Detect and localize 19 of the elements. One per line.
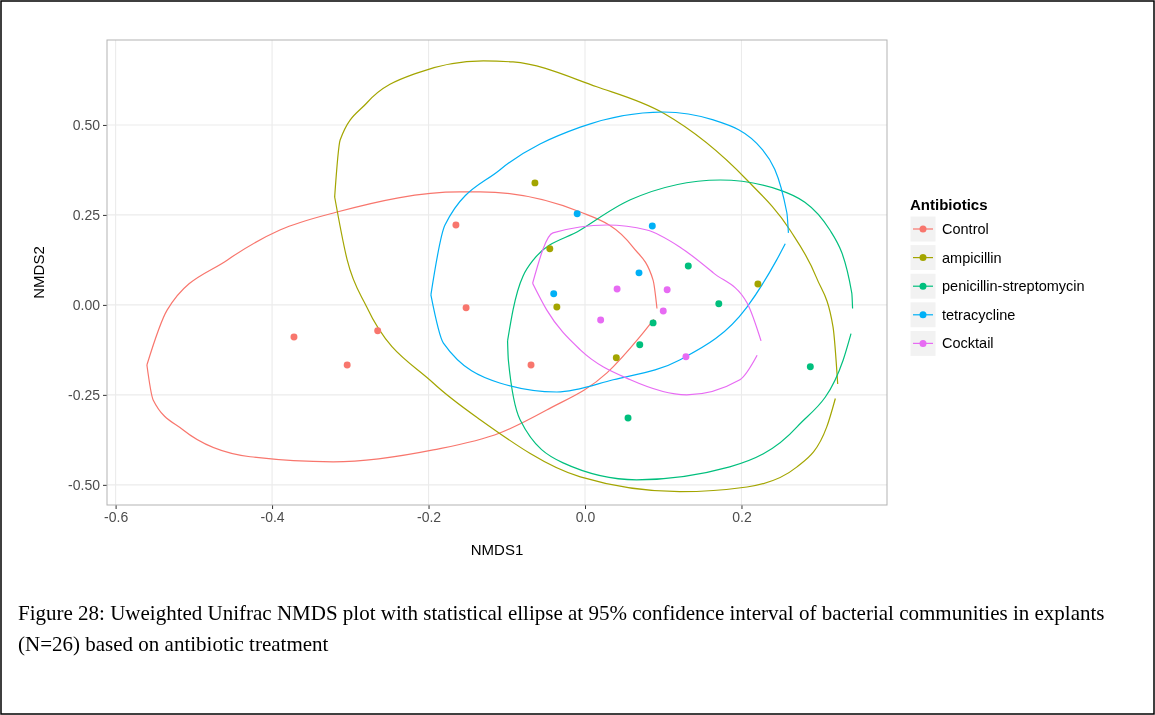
x-tick-label: -0.6 [104,508,129,525]
legend-label: tetracycline [942,306,1016,323]
y-axis-title: NMDS2 [30,246,47,299]
y-tick-label: 0.25 [72,206,101,223]
x-tick-label: 0.2 [732,508,752,525]
legend-label: penicillin-streptomycin [942,278,1085,295]
y-tick-label: -0.50 [68,476,101,493]
legend-label: ampicillin [942,249,1002,266]
legend-label: Control [942,221,989,237]
y-tick-label: 0.00 [72,296,101,313]
legend-title: Antibiotics [910,196,988,213]
x-tick-label: -0.2 [416,508,442,525]
x-tick-label: -0.4 [260,508,285,525]
legend-label: Cocktail [942,335,994,352]
y-tick-label: 0.50 [72,116,101,133]
caption: Figure 28: Uweighted Unifrac NMDS plot with statistical ellipse at 95% confidence interval of bacterial communities in explants (N=26) based on antibiotic treatment [18,600,1106,658]
y-tick-label: -0.25 [68,386,101,403]
x-axis-title: NMDS1 [470,541,524,558]
x-tick-label: 0.0 [575,508,596,525]
